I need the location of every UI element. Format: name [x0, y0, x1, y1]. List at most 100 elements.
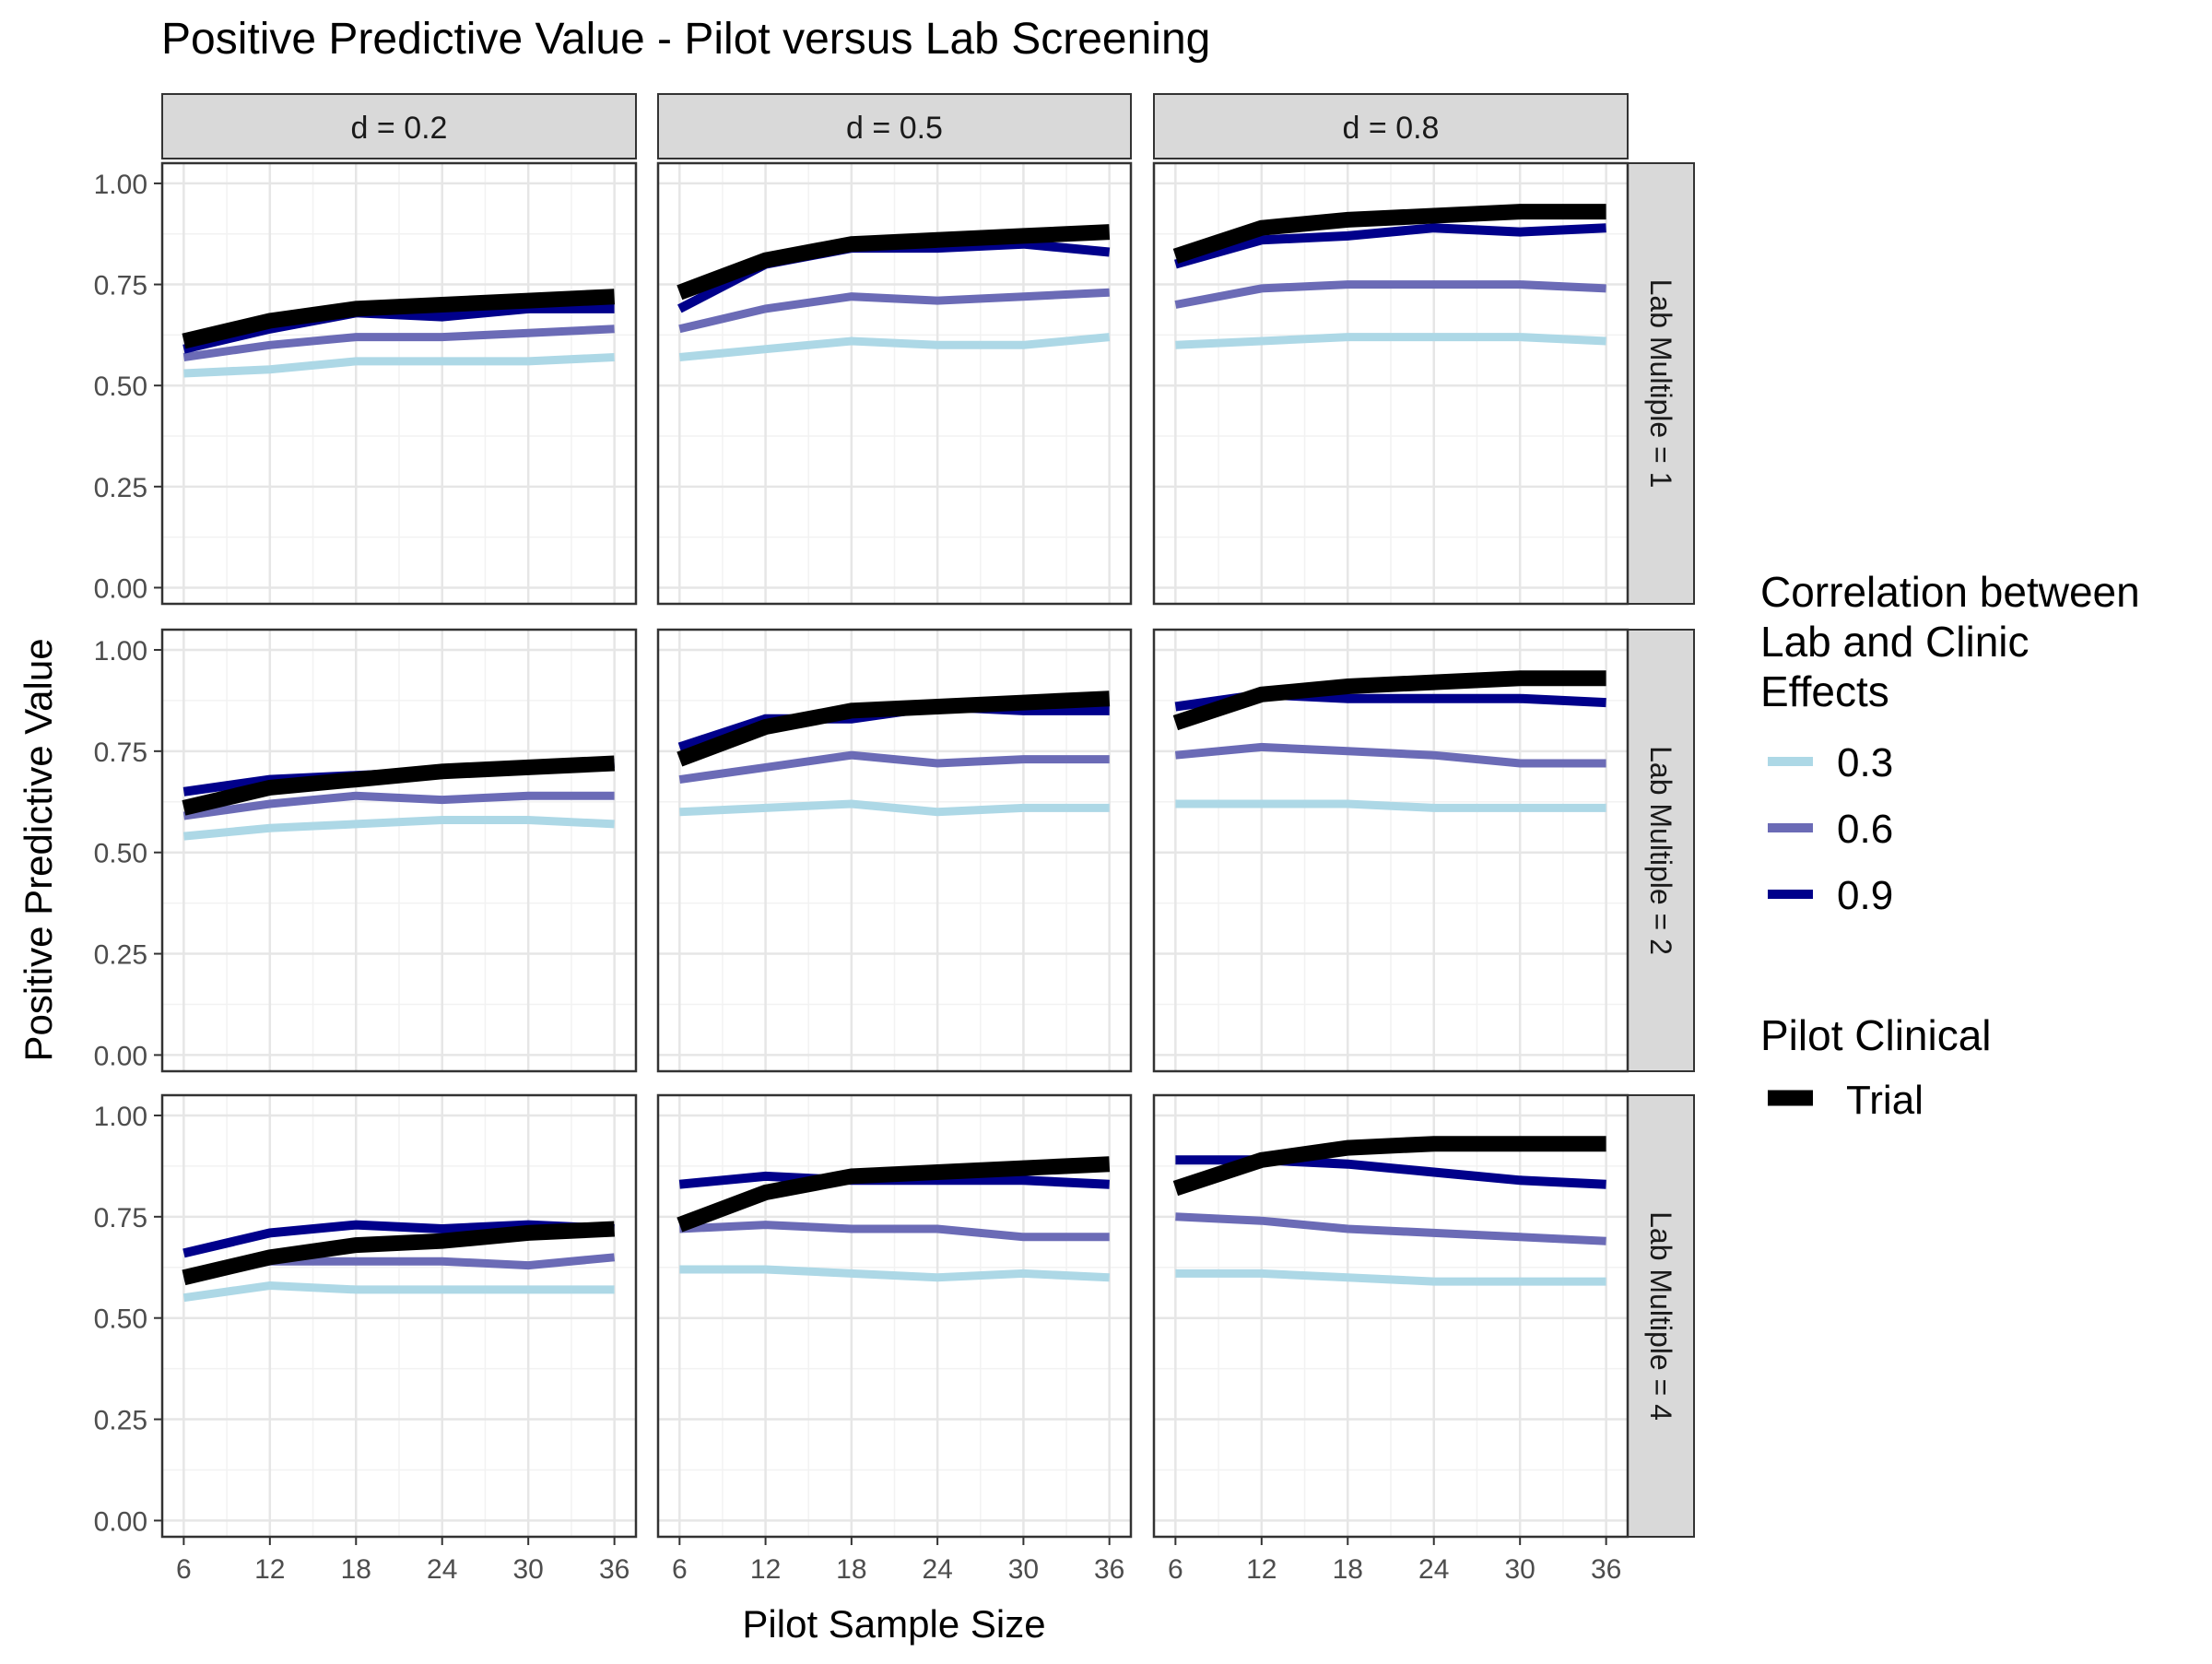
col-strip	[161, 93, 637, 159]
x-tick-label: 6	[672, 1554, 688, 1585]
y-tick-label: 0.25	[94, 1406, 147, 1436]
panels-layer: d = 0.2 d = 0.5 d = 0.8 Lab Multiple = 1 Lab…	[94, 93, 1695, 1585]
row-strip-label: Lab Multiple = 2	[1644, 746, 1677, 955]
facet-panel: 0.00 0.25 0.50 0.75 1.00 6 12 18 24 30 36	[94, 1093, 638, 1585]
legend-key-label: 0.6	[1837, 807, 1893, 852]
legend-title-line: Effects	[1760, 667, 1889, 715]
legend-trial-label: Trial	[1846, 1078, 1924, 1123]
x-tick-label: 30	[512, 1554, 543, 1585]
row-strip	[1627, 162, 1695, 605]
x-tick-label: 12	[1246, 1554, 1277, 1585]
x-tick-label: 12	[750, 1554, 781, 1585]
series-line-0-3	[1175, 1269, 1606, 1286]
legend-key-label: 0.3	[1837, 740, 1893, 785]
series-line-0-3	[678, 333, 1111, 361]
panel-border	[656, 161, 1133, 606]
panel-border	[160, 628, 638, 1073]
x-tick-label: 30	[1008, 1554, 1039, 1585]
series-line-0-3	[1175, 333, 1606, 349]
y-tick-label: 0.75	[94, 271, 147, 301]
facet-panel	[656, 628, 1133, 1073]
facet-panel: 0.00 0.25 0.50 0.75 1.00	[94, 628, 638, 1073]
y-tick-label: 0.25	[94, 940, 147, 971]
col-strip	[657, 93, 1132, 159]
facet-panel	[656, 161, 1133, 606]
x-tick-label: 12	[254, 1554, 285, 1585]
panel-border	[160, 1093, 638, 1539]
series-line-0-3	[182, 1280, 615, 1303]
y-axis-title: Positive Predictive Value	[17, 638, 60, 1061]
y-tick-label: 0.00	[94, 1041, 147, 1071]
y-tick-label: 0.25	[94, 473, 147, 503]
facet-panel: 6 12 18 24 30 36	[1152, 1093, 1630, 1585]
series-line-0-6	[679, 1221, 1110, 1242]
row-strip	[1627, 629, 1695, 1072]
series-line-trial	[182, 289, 615, 349]
x-tick-label: 18	[836, 1554, 866, 1585]
series-line-0-6	[1175, 1212, 1606, 1245]
series-line-0-3	[679, 799, 1110, 817]
panel-border	[1152, 161, 1630, 606]
y-tick-label: 0.50	[94, 1304, 147, 1335]
y-tick-label: 0.75	[94, 1203, 147, 1233]
facet-panel: 0.00 0.25 0.50 0.75 1.00	[94, 161, 638, 606]
panel-border	[656, 1093, 1133, 1539]
legend-trial-title: Pilot Clinical	[1760, 1011, 1992, 1059]
series-line-0-6	[1174, 280, 1606, 309]
series-line-0-3	[183, 353, 615, 378]
series-line-0-9	[1174, 223, 1606, 269]
series-line-0-3	[679, 1265, 1110, 1282]
x-tick-label: 6	[176, 1554, 192, 1585]
series-line-trial	[1172, 1136, 1606, 1197]
x-axis-title: Pilot Sample Size	[742, 1602, 1045, 1646]
x-tick-label: 18	[1333, 1554, 1363, 1585]
series-line-0-6	[182, 791, 615, 820]
series-line-0-6	[678, 750, 1110, 785]
x-tick-label: 6	[1168, 1554, 1183, 1585]
facet-panel	[1152, 628, 1630, 1073]
series-line-0-6	[678, 288, 1110, 334]
series-line-0-3	[182, 816, 615, 841]
series-line-trial	[1172, 670, 1606, 731]
col-strip	[1153, 93, 1629, 159]
panel-border	[1152, 628, 1630, 1073]
x-tick-label: 18	[341, 1554, 371, 1585]
facet-panel: 6 12 18 24 30 36	[656, 1093, 1133, 1585]
panel-border	[656, 628, 1133, 1073]
x-tick-label: 36	[1094, 1554, 1124, 1585]
row-strip-label: Lab Multiple = 1	[1644, 279, 1677, 489]
series-line-0-3	[1175, 799, 1606, 812]
y-tick-label: 1.00	[94, 170, 147, 200]
y-tick-label: 0.50	[94, 839, 147, 869]
x-tick-label: 24	[922, 1554, 952, 1585]
panel-border	[1152, 1093, 1630, 1539]
x-tick-label: 24	[427, 1554, 457, 1585]
legend-title-line: Correlation between	[1760, 568, 2140, 616]
series-line-0-6	[1174, 742, 1606, 768]
legend-title-line: Lab and Clinic	[1760, 618, 2030, 666]
series-line-trial	[677, 1156, 1111, 1233]
facet-panel	[1152, 161, 1630, 606]
col-strip-label: d = 0.5	[846, 111, 943, 146]
chart-title: Positive Predictive Value - Pilot versus…	[161, 15, 1210, 64]
y-tick-label: 0.00	[94, 1506, 147, 1537]
x-tick-label: 36	[599, 1554, 629, 1585]
y-tick-label: 0.75	[94, 738, 147, 768]
series-line-0-9	[182, 303, 615, 354]
x-tick-label: 36	[1591, 1554, 1621, 1585]
series-line-trial	[677, 690, 1111, 767]
x-tick-label: 24	[1418, 1554, 1449, 1585]
y-tick-label: 0.00	[94, 573, 147, 604]
x-tick-label: 30	[1504, 1554, 1535, 1585]
series-line-trial	[182, 755, 615, 816]
y-tick-label: 1.00	[94, 1102, 147, 1132]
series-line-trial	[677, 224, 1111, 301]
panel-border	[160, 161, 638, 606]
row-strip-label: Lab Multiple = 4	[1644, 1211, 1677, 1421]
y-tick-label: 1.00	[94, 636, 147, 667]
col-strip-label: d = 0.2	[351, 111, 448, 146]
legend-key-label: 0.9	[1837, 873, 1893, 918]
